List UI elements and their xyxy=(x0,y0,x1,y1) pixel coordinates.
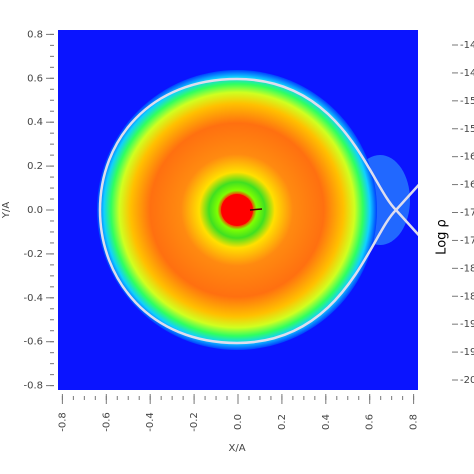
x-tick-label: 0.0 xyxy=(233,414,244,430)
y-tick-label: 0.6 xyxy=(27,73,43,84)
y-tick-label: 0.8 xyxy=(27,29,43,40)
colorbar-tick-label: -16 xyxy=(460,152,474,163)
y-axis-label: Y/A xyxy=(1,202,12,219)
x-tick-label: 0.2 xyxy=(277,414,288,430)
colorbar-tick-label: -19 xyxy=(460,319,474,330)
x-tick-label: 0.8 xyxy=(409,414,420,430)
star xyxy=(221,194,253,226)
x-tick-label: 0.6 xyxy=(365,414,376,430)
y-tick-label: -0.8 xyxy=(23,381,43,392)
colorbar-tick-label: -17 xyxy=(460,208,474,219)
y-tick-label: 0.4 xyxy=(27,117,43,128)
x-tick-label: -0.6 xyxy=(101,412,112,432)
x-tick-label: -0.2 xyxy=(189,412,200,432)
x-tick-label: 0.4 xyxy=(321,414,332,430)
colorbar-tick-label: -19 xyxy=(460,347,474,358)
colorbar-tick-label: -17 xyxy=(460,235,474,246)
colorbar-tick-label: -15 xyxy=(460,124,474,135)
y-tick-label: -0.4 xyxy=(23,293,43,304)
y-tick-label: 0.2 xyxy=(27,161,43,172)
x-tick-label: -0.8 xyxy=(57,412,68,432)
y-tick-label: -0.2 xyxy=(23,249,43,260)
marker xyxy=(249,208,263,211)
colorbar-tick-label: -20 xyxy=(460,375,474,386)
y-tick-label: 0.0 xyxy=(27,205,43,216)
colorbar-tick-label: -15 xyxy=(460,96,474,107)
x-tick-label: -0.4 xyxy=(145,412,156,432)
colorbar-tick-label: -14 xyxy=(460,68,474,79)
colorbar-tick-label: -18 xyxy=(460,263,474,274)
x-axis-label: X/A xyxy=(228,443,245,454)
roche-lobe xyxy=(98,77,418,345)
colorbar-tick-label: -18 xyxy=(460,291,474,302)
colorbar-label: Log ρ xyxy=(435,219,450,255)
y-tick-label: -0.6 xyxy=(23,337,43,348)
colorbar-tick-label: -14 xyxy=(460,40,474,51)
colorbar-tick-label: -16 xyxy=(460,180,474,191)
density-map xyxy=(97,70,418,350)
